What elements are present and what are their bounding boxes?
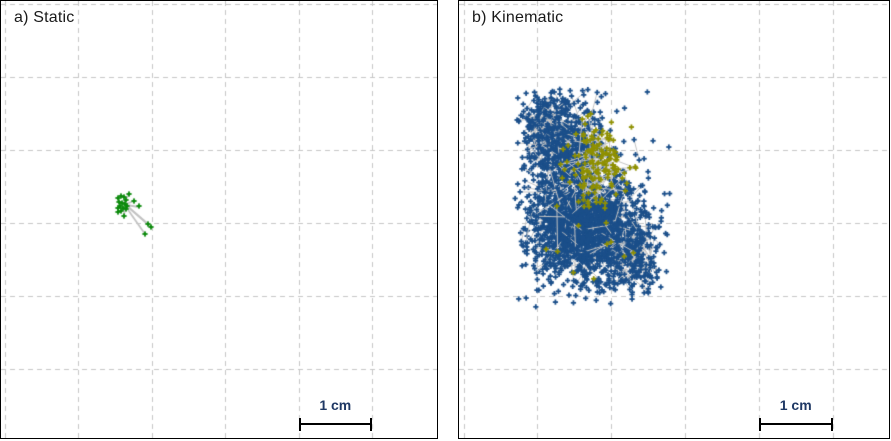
scale-bar-line <box>300 423 370 425</box>
panel-static: a) Static 1 cm <box>0 0 438 439</box>
panel-static-title: a) Static <box>14 9 75 26</box>
scale-bar-line <box>760 423 831 425</box>
scale-bar <box>298 418 372 431</box>
kinematic-scatter-canvas <box>459 1 889 438</box>
panel-kinematic-title: b) Kinematic <box>472 9 564 26</box>
scale-bar <box>758 418 833 431</box>
scale-bar-label: 1 cm <box>779 397 812 413</box>
panel-kinematic: b) Kinematic 1 cm <box>458 0 890 439</box>
scale-bar-label: 1 cm <box>319 397 352 413</box>
static-scatter-canvas <box>1 1 437 438</box>
